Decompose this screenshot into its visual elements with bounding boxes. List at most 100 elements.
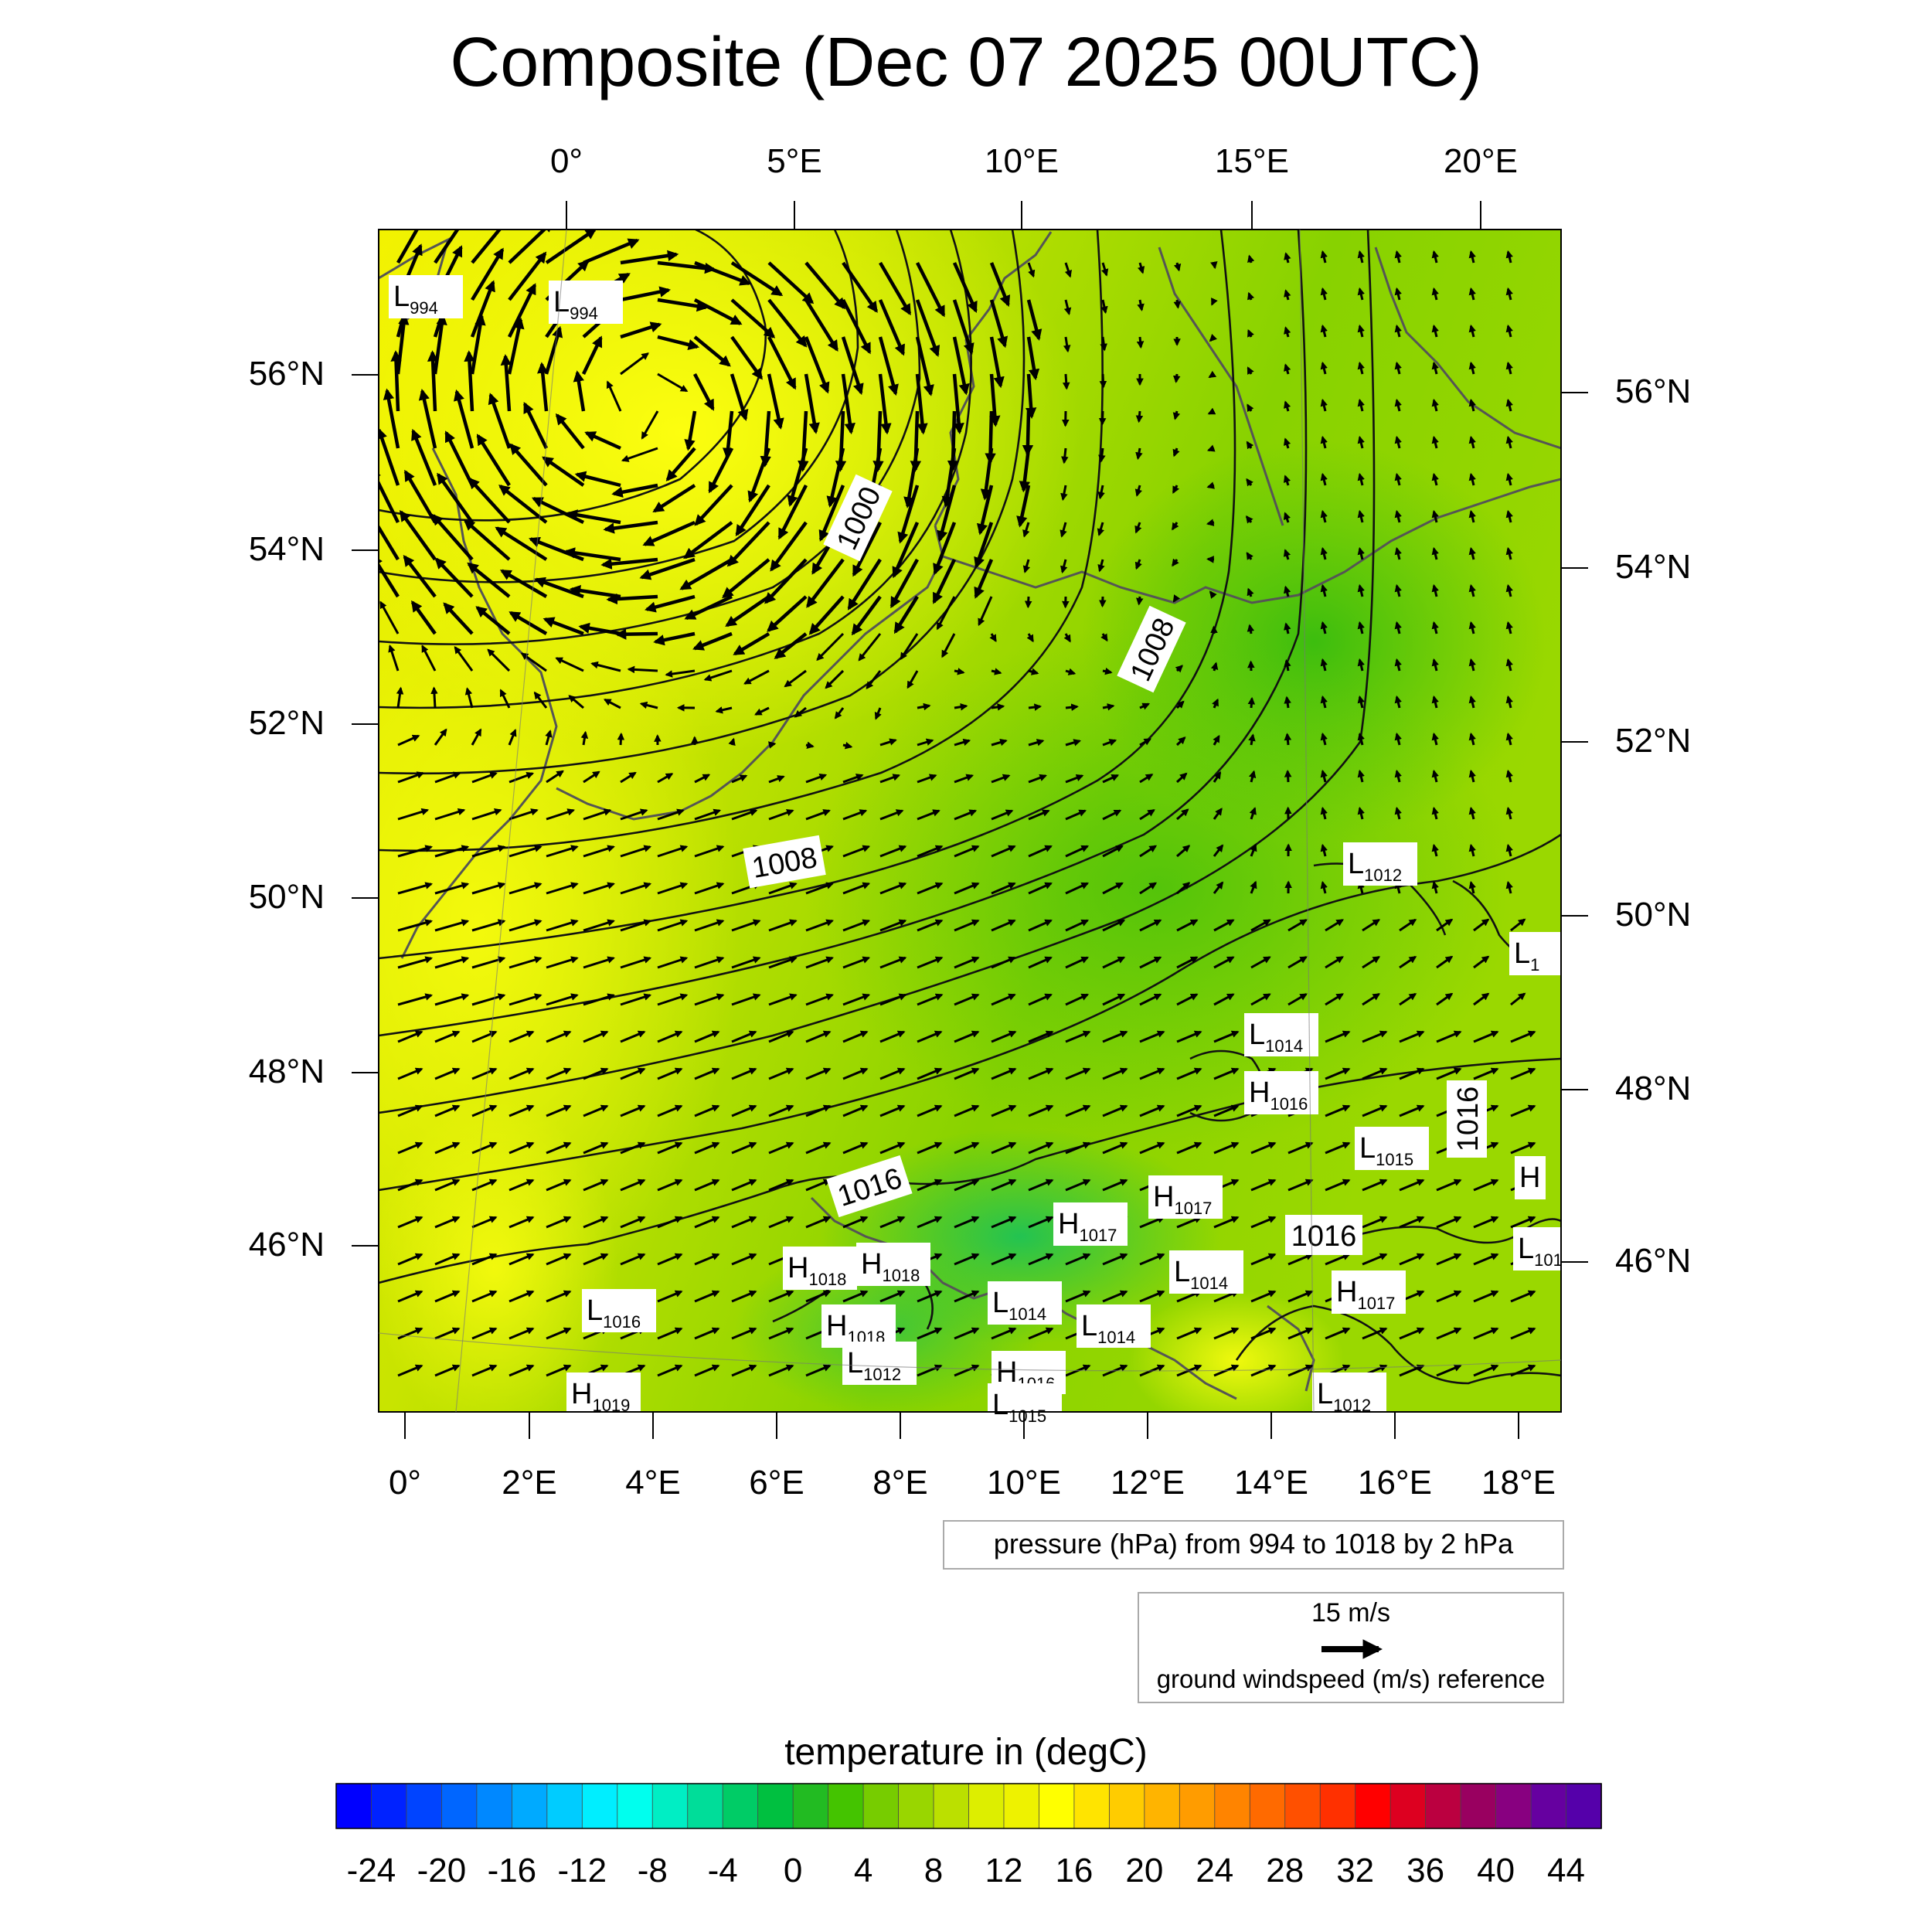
wind-vector bbox=[657, 1179, 683, 1192]
wind-vector bbox=[1468, 583, 1476, 597]
wind-vector bbox=[1431, 621, 1439, 634]
wind-vector bbox=[1213, 1104, 1240, 1117]
wind-vector bbox=[397, 1141, 423, 1155]
wind-vector bbox=[725, 595, 770, 628]
colorbar-swatch bbox=[1425, 1783, 1462, 1829]
colorbar-swatch bbox=[828, 1783, 864, 1829]
wind-vector bbox=[1325, 1104, 1351, 1117]
wind-vector bbox=[952, 262, 978, 313]
wind-vector bbox=[731, 1104, 757, 1117]
wind-vector bbox=[805, 1179, 832, 1192]
wind-vector bbox=[991, 1179, 1017, 1192]
wind-vector bbox=[606, 380, 622, 412]
wind-vector bbox=[1026, 336, 1040, 381]
colorbar-swatch bbox=[722, 1783, 759, 1829]
wind-vector bbox=[1394, 546, 1402, 560]
wind-vector bbox=[470, 314, 486, 375]
wind-vector bbox=[642, 520, 696, 546]
wind-vector bbox=[991, 1104, 1017, 1117]
wind-vector bbox=[917, 1179, 943, 1192]
wind-vector bbox=[657, 919, 689, 932]
wind-vector bbox=[1320, 621, 1328, 634]
wind-vector bbox=[665, 669, 696, 678]
wind-vector bbox=[1102, 1104, 1128, 1117]
wind-vector bbox=[1028, 1141, 1054, 1155]
wind-vector bbox=[1172, 485, 1180, 494]
wind-vector bbox=[1505, 250, 1513, 264]
wind-vector bbox=[470, 280, 495, 338]
wind-vector bbox=[991, 774, 1011, 784]
wind-vector bbox=[731, 1179, 757, 1192]
wind-vector bbox=[1505, 843, 1513, 857]
wind-vector bbox=[841, 298, 872, 355]
wind-vector bbox=[1510, 1067, 1536, 1080]
wind-vector bbox=[657, 1141, 683, 1155]
wind-vector bbox=[1399, 1179, 1425, 1192]
wind-vector bbox=[1060, 559, 1068, 574]
wind-vector bbox=[1431, 546, 1439, 560]
wind-vector bbox=[1250, 919, 1271, 932]
wind-vector bbox=[1394, 361, 1402, 375]
svg-text:H1017: H1017 bbox=[1336, 1276, 1395, 1313]
wind-vector bbox=[954, 1067, 980, 1080]
wind-vector bbox=[1320, 287, 1328, 301]
wind-vector bbox=[842, 742, 853, 750]
wind-vector bbox=[1510, 1141, 1536, 1155]
wind-vector bbox=[537, 362, 549, 412]
wind-vector bbox=[471, 1216, 498, 1229]
svg-text:H: H bbox=[1519, 1162, 1540, 1194]
wind-vector bbox=[1028, 993, 1053, 1006]
wind-vector bbox=[1468, 250, 1476, 264]
top-lon-label: 20°E bbox=[1444, 142, 1518, 180]
wind-vector bbox=[1246, 440, 1254, 450]
wind-vector bbox=[431, 513, 474, 561]
wind-vector bbox=[434, 1327, 461, 1340]
wind-vector bbox=[954, 919, 980, 932]
wind-vector bbox=[1027, 262, 1036, 278]
wind-vector bbox=[620, 956, 652, 969]
wind-vector bbox=[915, 373, 928, 435]
wind-vector bbox=[731, 774, 748, 784]
wind-vector bbox=[991, 993, 1016, 1006]
wind-vector bbox=[1097, 522, 1104, 536]
wind-vector bbox=[1026, 299, 1043, 341]
wind-vector bbox=[583, 770, 600, 784]
colorbar-tick-label: -16 bbox=[488, 1852, 537, 1889]
svg-text:L1014: L1014 bbox=[992, 1287, 1046, 1324]
wind-vector bbox=[842, 1067, 869, 1080]
wind-vector bbox=[1431, 398, 1439, 412]
wind-vector bbox=[410, 600, 437, 635]
wind-vector bbox=[499, 569, 548, 598]
wind-vector bbox=[991, 845, 1016, 858]
colorbar-tick-label: 8 bbox=[924, 1852, 943, 1889]
wind-vector bbox=[1357, 621, 1365, 634]
svg-text:L994: L994 bbox=[393, 281, 438, 318]
colorbar-swatch bbox=[757, 1783, 794, 1829]
wind-vector bbox=[1135, 447, 1143, 461]
wind-vector bbox=[694, 1290, 720, 1303]
wind-vector bbox=[475, 606, 511, 635]
colorbar-tick-label: 20 bbox=[1125, 1852, 1163, 1889]
wind-vector bbox=[1505, 732, 1513, 746]
wind-vector bbox=[657, 1364, 683, 1377]
wind-vector bbox=[954, 809, 978, 821]
wind-vector bbox=[1028, 809, 1050, 821]
wind-vector bbox=[917, 993, 944, 1006]
wind-vector bbox=[1102, 1179, 1128, 1192]
colorbar-swatch bbox=[476, 1783, 513, 1829]
wind-vector bbox=[546, 956, 579, 969]
wind-vector bbox=[767, 741, 777, 749]
wind-vector bbox=[1028, 703, 1043, 711]
wind-vector bbox=[858, 633, 882, 662]
wind-vector bbox=[851, 595, 882, 636]
wind-vector bbox=[657, 882, 689, 895]
wind-vector bbox=[1173, 299, 1182, 309]
wind-vector bbox=[989, 336, 1005, 389]
wind-vector bbox=[694, 774, 711, 784]
wind-vector bbox=[1431, 583, 1439, 597]
wind-reference-box: 15 m/s ground windspeed (m/s) reference bbox=[1138, 1592, 1564, 1703]
wind-vector bbox=[1431, 472, 1439, 486]
wind-vector bbox=[952, 299, 975, 355]
wind-vector bbox=[1250, 1253, 1277, 1266]
wind-vector bbox=[1436, 1290, 1462, 1303]
